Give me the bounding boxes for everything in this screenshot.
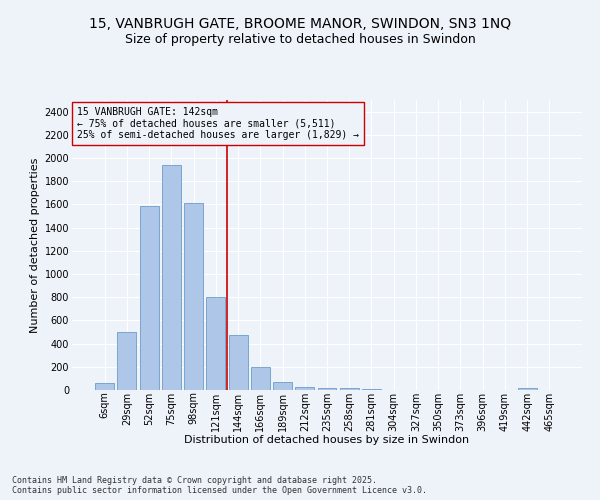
Bar xyxy=(317,388,337,390)
Bar xyxy=(140,206,158,390)
Bar xyxy=(229,336,248,390)
Bar xyxy=(162,165,181,390)
Text: Contains public sector information licensed under the Open Government Licence v3: Contains public sector information licen… xyxy=(12,486,427,495)
X-axis label: Distribution of detached houses by size in Swindon: Distribution of detached houses by size … xyxy=(184,435,470,445)
Y-axis label: Number of detached properties: Number of detached properties xyxy=(31,158,40,332)
Bar xyxy=(518,388,536,390)
Bar xyxy=(273,382,292,390)
Bar xyxy=(95,383,114,390)
Text: Contains HM Land Registry data © Crown copyright and database right 2025.: Contains HM Land Registry data © Crown c… xyxy=(12,476,377,485)
Bar xyxy=(340,388,359,390)
Text: 15, VANBRUGH GATE, BROOME MANOR, SWINDON, SN3 1NQ: 15, VANBRUGH GATE, BROOME MANOR, SWINDON… xyxy=(89,18,511,32)
Text: 15 VANBRUGH GATE: 142sqm
← 75% of detached houses are smaller (5,511)
25% of sem: 15 VANBRUGH GATE: 142sqm ← 75% of detach… xyxy=(77,108,359,140)
Text: Size of property relative to detached houses in Swindon: Size of property relative to detached ho… xyxy=(125,32,475,46)
Bar xyxy=(362,389,381,390)
Bar xyxy=(118,332,136,390)
Bar xyxy=(295,386,314,390)
Bar xyxy=(184,203,203,390)
Bar xyxy=(206,297,225,390)
Bar xyxy=(251,368,270,390)
